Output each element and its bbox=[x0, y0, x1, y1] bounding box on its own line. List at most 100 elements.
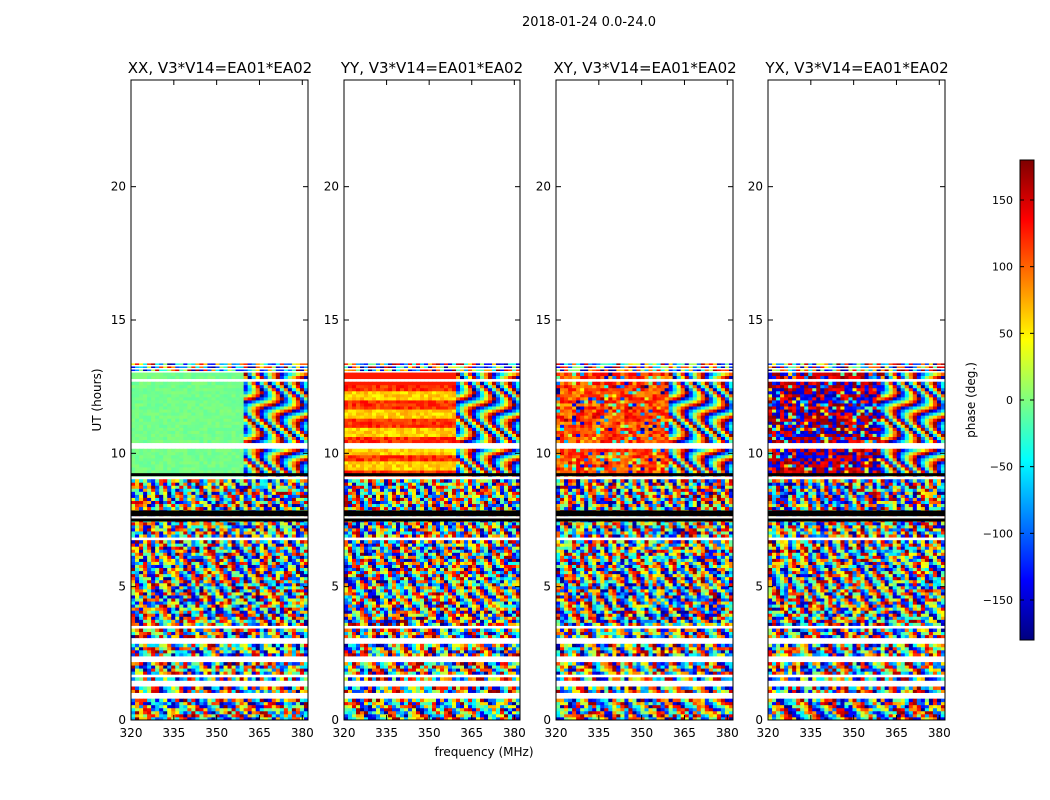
heatmap-cell bbox=[287, 372, 293, 377]
heatmap-cell bbox=[243, 482, 249, 486]
heatmap-cell bbox=[247, 506, 253, 511]
heatmap-cell bbox=[203, 427, 208, 431]
heatmap-cell bbox=[247, 713, 253, 718]
heatmap-cell bbox=[151, 387, 156, 392]
heatmap-cell bbox=[239, 555, 245, 559]
heatmap-cell bbox=[364, 707, 369, 712]
heatmap-cell bbox=[147, 598, 152, 602]
heatmap-cell bbox=[287, 418, 293, 422]
heatmap-cell bbox=[255, 689, 261, 693]
heatmap-cell bbox=[199, 375, 204, 380]
heatmap-cell bbox=[131, 424, 136, 428]
heatmap-cell bbox=[428, 701, 433, 706]
heatmap-cell bbox=[151, 643, 156, 648]
heatmap-cell bbox=[211, 616, 216, 620]
heatmap-cell bbox=[275, 546, 281, 550]
heatmap-cell bbox=[147, 406, 152, 410]
heatmap-cell bbox=[291, 400, 297, 404]
heatmap-cell bbox=[187, 464, 192, 468]
heatmap-cell bbox=[303, 479, 309, 483]
heatmap-cell bbox=[512, 707, 517, 712]
heatmap-cell bbox=[131, 497, 136, 501]
heatmap-cell bbox=[255, 400, 261, 404]
heatmap-cell bbox=[195, 610, 200, 614]
heatmap-cell bbox=[460, 707, 465, 712]
heatmap-cell bbox=[291, 531, 297, 535]
heatmap-cell bbox=[291, 649, 297, 654]
heatmap-cell bbox=[175, 460, 180, 465]
heatmap-cell bbox=[215, 497, 220, 501]
heatmap-cell bbox=[267, 470, 273, 474]
heatmap-cell bbox=[271, 543, 277, 547]
heatmap-cell bbox=[259, 582, 265, 587]
heatmap-cell bbox=[147, 716, 152, 721]
heatmap-cell bbox=[139, 564, 144, 569]
heatmap-cell bbox=[376, 668, 381, 672]
heatmap-cell bbox=[187, 628, 192, 633]
heatmap-cell bbox=[267, 601, 273, 605]
heatmap-cell bbox=[175, 601, 180, 605]
heatmap-cell bbox=[299, 634, 305, 639]
panel-1-frame bbox=[130, 79, 309, 721]
heatmap-cell bbox=[484, 686, 489, 690]
heatmap-cell bbox=[175, 436, 180, 441]
heatmap-cell bbox=[295, 451, 301, 456]
heatmap-cell bbox=[183, 701, 188, 706]
heatmap-cell bbox=[207, 613, 212, 617]
heatmap-cell bbox=[199, 576, 204, 581]
heatmap-cell bbox=[215, 375, 220, 380]
heatmap-cell bbox=[131, 528, 136, 532]
heatmap-cell bbox=[139, 689, 144, 693]
heatmap-cell bbox=[143, 479, 148, 483]
heatmap-cell bbox=[207, 482, 212, 486]
heatmap-cell bbox=[291, 396, 297, 401]
heatmap-cell bbox=[191, 555, 196, 559]
heatmap-cell bbox=[303, 610, 309, 614]
heatmap-cell bbox=[508, 671, 513, 675]
heatmap-cell bbox=[163, 704, 168, 709]
heatmap-cell bbox=[239, 506, 245, 511]
heatmap-cell bbox=[187, 677, 192, 681]
heatmap-cell bbox=[344, 689, 349, 693]
heatmap-cell bbox=[199, 610, 204, 614]
heatmap-cell bbox=[468, 677, 473, 681]
heatmap-cell bbox=[408, 716, 413, 721]
heatmap-cell bbox=[303, 531, 309, 535]
heatmap-cell bbox=[215, 448, 220, 453]
heatmap-cell bbox=[291, 564, 297, 569]
heatmap-cell bbox=[219, 540, 224, 544]
y-tick-label: 15 bbox=[111, 313, 126, 327]
heatmap-cell bbox=[492, 707, 497, 712]
heatmap-cell bbox=[259, 491, 265, 495]
heatmap-cell bbox=[219, 543, 224, 547]
heatmap-cell bbox=[255, 619, 261, 623]
heatmap-cell bbox=[135, 494, 140, 498]
heatmap-cell bbox=[243, 701, 249, 706]
heatmap-cell bbox=[183, 406, 188, 410]
heatmap-cell bbox=[179, 390, 184, 395]
heatmap-cell bbox=[195, 643, 200, 648]
heatmap-cell bbox=[291, 543, 297, 547]
heatmap-cell bbox=[151, 482, 156, 486]
heatmap-cell bbox=[500, 704, 505, 709]
heatmap-cell bbox=[275, 665, 281, 669]
heatmap-cell bbox=[259, 716, 265, 721]
heatmap-cell bbox=[504, 671, 509, 675]
heatmap-cell bbox=[263, 485, 269, 489]
heatmap-cell bbox=[436, 671, 441, 675]
heatmap-cell bbox=[219, 707, 224, 712]
heatmap-cell bbox=[239, 704, 245, 709]
heatmap-cell bbox=[219, 433, 224, 437]
heatmap-cell bbox=[299, 488, 305, 492]
heatmap-cell bbox=[211, 369, 216, 372]
heatmap-cell bbox=[131, 561, 136, 565]
heatmap-cell bbox=[151, 598, 156, 602]
heatmap-cell bbox=[163, 363, 168, 365]
heatmap-cell bbox=[163, 716, 168, 721]
heatmap-cell bbox=[191, 491, 196, 495]
heatmap-cell bbox=[211, 363, 216, 365]
heatmap-cell bbox=[135, 424, 140, 428]
heatmap-cell bbox=[283, 403, 289, 407]
heatmap-cell bbox=[251, 403, 257, 407]
heatmap-cell bbox=[255, 622, 261, 626]
